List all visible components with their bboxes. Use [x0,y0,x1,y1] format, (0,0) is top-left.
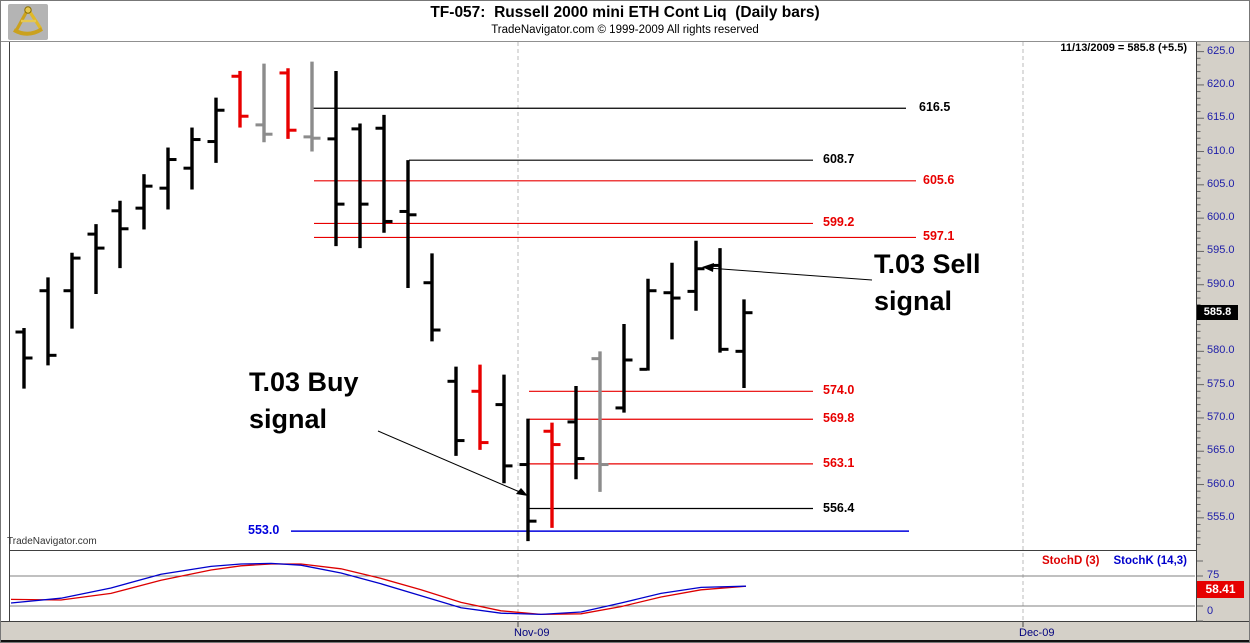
panel-separator [9,550,1196,551]
date-axis-strip [1,621,1249,642]
stochd-legend-label: StochD (3) [1042,555,1100,567]
sell-signal-line1: T.03 Sell [874,249,981,279]
tradenavigator-logo [8,4,48,40]
buy-signal-line1: T.03 Buy [249,367,359,397]
last-price-box: 585.8 [1197,305,1238,320]
watermark: TradeNavigator.com [7,536,97,547]
logo-eyepiece [24,6,32,14]
title-separator [1,41,1249,42]
buy-signal-arrowhead [516,488,528,496]
stoch-chart-surface[interactable] [10,552,1195,620]
chart-left-border [9,42,10,621]
sell-signal-arrowhead [702,263,714,272]
last-quote-readout: 11/13/2009 = 585.8 (+5.5) [1060,42,1187,54]
buy-signal-annotation: T.03 Buy signal [249,364,359,438]
chart-subtitle: TradeNavigator.com © 1999-2009 All right… [491,24,759,36]
stoch-value-box: 58.41 [1197,581,1244,598]
sell-signal-annotation: T.03 Sell signal [874,246,981,320]
stoch-legend: StochD (3) StochK (14,3) [1042,555,1187,567]
chart-title: TF-057: Russell 2000 mini ETH Cont Liq (… [430,4,820,21]
bottom-rule [1,640,1249,642]
stochd-line [10,563,747,616]
stochk-line [10,562,747,616]
buy-signal-arrow [377,430,523,494]
price-axis-strip [1196,42,1249,642]
price-chart-surface[interactable] [10,42,1195,549]
logo-arc [13,27,44,36]
buy-signal-line2: signal [249,404,328,434]
sell-signal-arrow [707,267,873,281]
sell-signal-line2: signal [874,286,953,316]
stochk-legend-label: StochK (14,3) [1113,555,1188,567]
